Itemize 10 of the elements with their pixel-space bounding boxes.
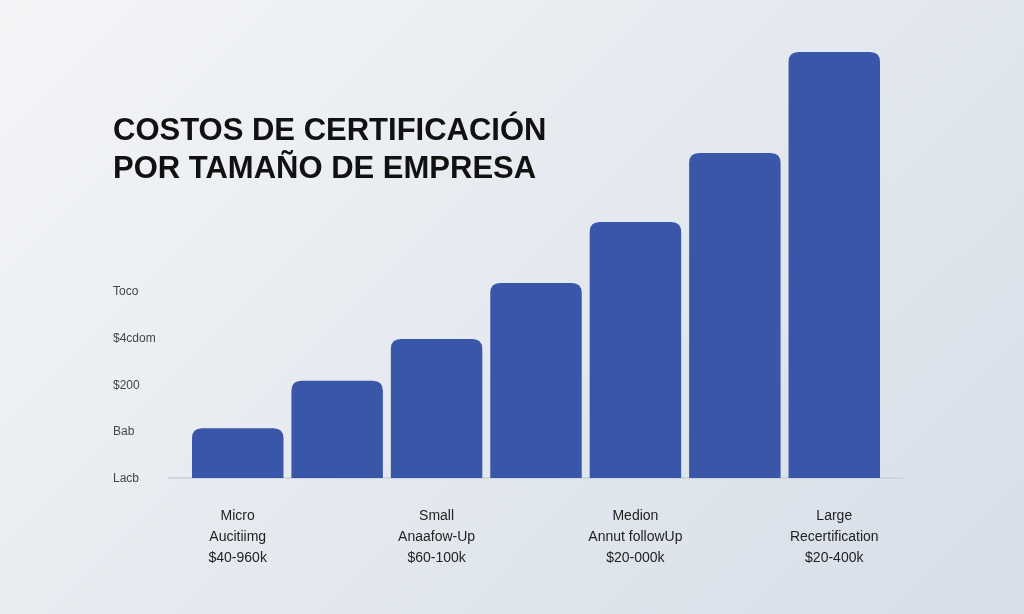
text: Toco bbox=[113, 284, 139, 299]
x-tick-label: Small Anaafow-Up $60-100k bbox=[398, 507, 476, 565]
text: $200 bbox=[113, 377, 141, 392]
text: Bab bbox=[113, 424, 135, 439]
text: $4cdom bbox=[113, 330, 156, 345]
x-tick-label: Large Recertification $20-400k bbox=[789, 507, 879, 565]
x-tick-label: Micro Aucitiimg $40-960k bbox=[208, 507, 268, 565]
x-tick-label: Medion Annut followUp $20-000k bbox=[588, 507, 683, 565]
text: COSTOS DE CERTIFICACIÓN POR TAMAÑO DE EMPRESA bbox=[113, 111, 547, 185]
text: Lacb bbox=[113, 471, 140, 485]
